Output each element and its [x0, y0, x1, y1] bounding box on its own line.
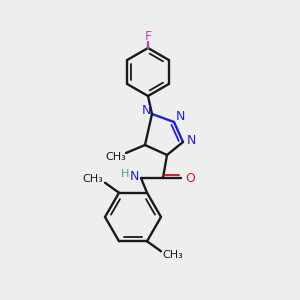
Text: N: N	[129, 170, 139, 184]
Text: F: F	[144, 29, 152, 43]
Text: CH₃: CH₃	[82, 174, 103, 184]
Text: N: N	[186, 134, 196, 148]
Text: H: H	[121, 169, 129, 179]
Text: N: N	[175, 110, 185, 122]
Text: CH₃: CH₃	[163, 250, 183, 260]
Text: O: O	[185, 172, 195, 184]
Text: N: N	[141, 103, 151, 116]
Text: CH₃: CH₃	[106, 152, 126, 162]
